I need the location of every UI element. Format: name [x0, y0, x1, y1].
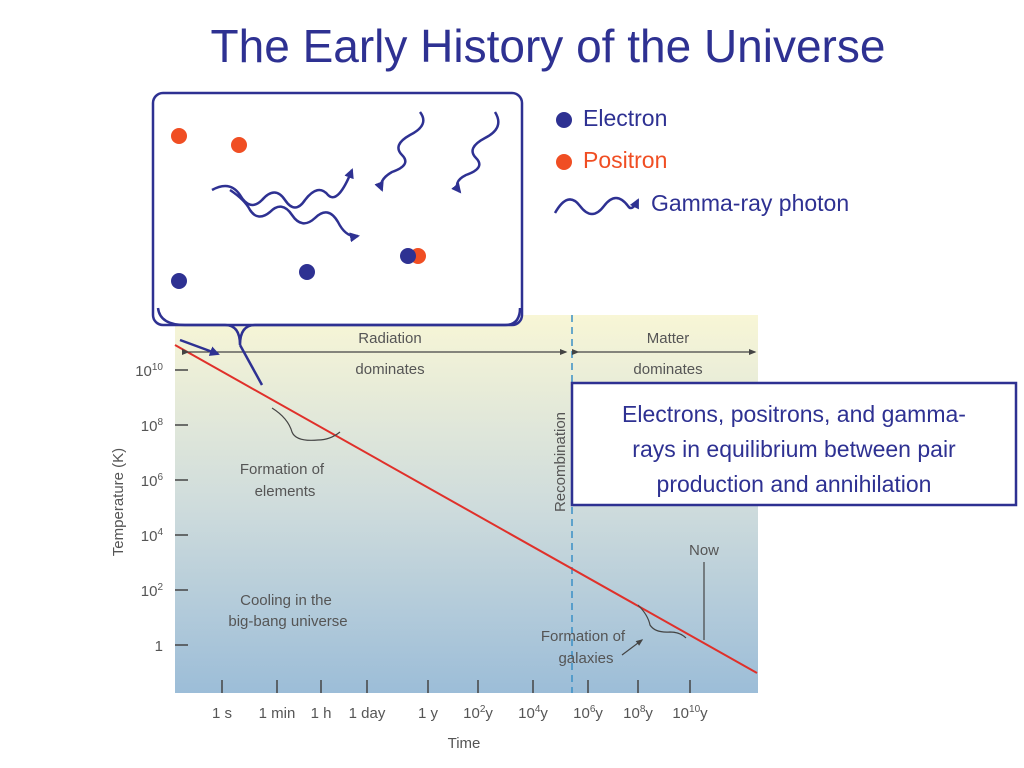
region-label: Radiation	[358, 330, 421, 347]
x-tick-label: 102y	[463, 704, 493, 722]
photons	[211, 111, 500, 243]
x-tick-label: 1 min	[259, 705, 296, 722]
tick-part: y	[700, 705, 708, 722]
tick-part: y	[485, 705, 493, 722]
x-axis-label: Time	[448, 735, 481, 752]
legend-swatch	[556, 112, 572, 128]
y-tick-label: 106	[141, 472, 164, 490]
title: The Early History of the Universe	[211, 20, 886, 72]
annotation: Formation of	[240, 461, 325, 478]
tick-part: y	[540, 705, 548, 722]
tick-part: y	[645, 705, 653, 722]
legend-label: Gamma-ray photon	[651, 190, 849, 216]
x-tick-label: 1 s	[212, 705, 232, 722]
tick-part: 8	[640, 704, 646, 715]
annotation: elements	[255, 483, 316, 500]
x-tick-label: 108y	[623, 704, 653, 722]
x-tick-label: 1 h	[311, 705, 332, 722]
y-axis-label: Temperature (K)	[110, 448, 127, 556]
pointer	[238, 344, 264, 386]
x-tick-label: 1 day	[349, 705, 386, 722]
x-tick-label: 106y	[573, 704, 603, 722]
y-tick-label: 104	[141, 527, 164, 545]
annotation: Cooling in the	[240, 592, 332, 609]
tick-part: 6	[590, 704, 596, 715]
tick-part: 1 s	[212, 705, 232, 722]
y-axis: 1010 108 106 104 102 1	[135, 362, 188, 655]
temperature-line	[174, 344, 758, 674]
region-label: dominates	[633, 361, 702, 378]
legend-swatch	[553, 196, 640, 216]
annotation: galaxies	[558, 650, 613, 667]
callout-text: production and annihilation	[657, 471, 932, 497]
annotation: Recombination	[552, 412, 569, 512]
tick-part: 1 h	[311, 705, 332, 722]
tick-part: 10	[463, 705, 480, 722]
x-tick-label: 104y	[518, 704, 548, 722]
inset-box	[151, 91, 524, 327]
tick-part: 1 min	[259, 705, 296, 722]
y-tick-label: 1010	[135, 362, 163, 380]
tick-part: 1 y	[418, 705, 439, 722]
tick-part: 10	[573, 705, 590, 722]
brace	[637, 604, 687, 639]
tick-part: 10	[518, 705, 535, 722]
region-label: dominates	[355, 361, 424, 378]
tick-part: 4	[535, 704, 541, 715]
brace	[271, 407, 341, 441]
annotation: Formation of	[541, 628, 626, 645]
legend-label: Electron	[583, 105, 667, 131]
legend-swatch	[556, 154, 572, 170]
particles	[171, 128, 426, 289]
annotation: Now	[689, 542, 719, 559]
legend-label: Positron	[583, 147, 667, 173]
tick-part: y	[595, 705, 603, 722]
annotation: big-bang universe	[228, 613, 347, 630]
y-tick-label: 102	[141, 582, 164, 600]
tick-part: 2	[480, 704, 486, 715]
callout-box	[570, 381, 1018, 507]
callout-text: Electrons, positrons, and gamma-	[622, 401, 966, 427]
tick-part: 10	[672, 705, 689, 722]
x-tick-label: 1 y	[418, 705, 439, 722]
tick-part: 1 day	[349, 705, 386, 722]
tick-part: 10	[689, 704, 701, 715]
tick-part: 10	[623, 705, 640, 722]
y-tick-label: 108	[141, 417, 164, 435]
callout-text: rays in equilibrium between pair	[632, 436, 956, 462]
x-tick-label: 1010y	[672, 704, 708, 722]
region-label: Matter	[647, 330, 690, 347]
pointer	[179, 338, 220, 356]
y-tick-label: 1	[155, 638, 163, 655]
pointer	[621, 639, 644, 656]
